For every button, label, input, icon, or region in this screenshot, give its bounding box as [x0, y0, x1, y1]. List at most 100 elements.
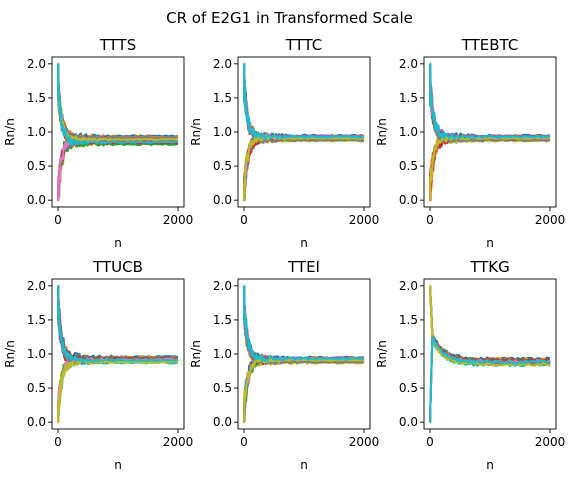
series-line	[57, 284, 179, 361]
y-tick-label: 0.5	[399, 381, 418, 395]
x-axis-label: n	[486, 236, 494, 250]
x-tick-label: 2000	[163, 213, 194, 227]
series-line	[57, 356, 179, 424]
series-line	[243, 284, 365, 366]
x-axis-label: n	[486, 458, 494, 472]
series-line	[57, 62, 179, 143]
x-tick-label: 2000	[535, 213, 566, 227]
series-line	[57, 284, 179, 364]
y-tick-label: 0.0	[399, 415, 418, 429]
series-line	[243, 284, 365, 363]
x-axis-label: n	[300, 458, 308, 472]
series-group	[57, 62, 179, 202]
series-line	[243, 356, 365, 424]
y-axis-label: Rn/n	[375, 340, 389, 368]
series-line	[243, 62, 365, 143]
y-tick-label: 1.5	[213, 313, 232, 327]
series-line	[57, 62, 179, 146]
x-tick-label: 2000	[535, 435, 566, 449]
series-line	[57, 359, 179, 424]
series-line	[429, 62, 551, 142]
series-line	[243, 357, 365, 424]
series-line	[57, 284, 179, 362]
series-line	[429, 62, 551, 140]
series-line	[57, 62, 179, 147]
series-line	[57, 284, 179, 364]
x-axis-label: n	[300, 236, 308, 250]
y-tick-label: 1.0	[399, 347, 418, 361]
x-tick-label: 2000	[349, 435, 380, 449]
series-line	[243, 132, 365, 202]
series-line	[243, 136, 365, 202]
y-tick-label: 1.5	[27, 313, 46, 327]
x-axis-label: n	[114, 458, 122, 472]
series-line	[429, 336, 551, 424]
series-line	[243, 135, 365, 202]
series-line	[243, 284, 365, 361]
subplot-title: TTKG	[469, 258, 510, 276]
series-line	[429, 136, 551, 202]
series-line	[243, 136, 365, 202]
series-line	[429, 135, 551, 202]
subplot-tttc: 0.0 0.5 1.0 1.5 2.0 0 2000 TTTC n Rn/n	[189, 36, 379, 250]
series-line	[243, 62, 365, 142]
series-line	[243, 284, 365, 365]
y-tick-label: 0.5	[27, 381, 46, 395]
series-line	[57, 284, 179, 363]
series-line	[243, 284, 365, 367]
series-line	[429, 62, 551, 141]
x-tick-label: 0	[54, 213, 62, 227]
y-tick-label: 0.0	[27, 415, 46, 429]
series-line	[429, 284, 551, 367]
series-line	[243, 284, 365, 366]
y-tick-label: 0.5	[213, 381, 232, 395]
series-line	[429, 335, 551, 424]
series-line	[57, 140, 179, 202]
series-group	[429, 62, 551, 202]
y-tick-label: 2.0	[213, 279, 232, 293]
series-line	[57, 62, 179, 145]
series-line	[57, 62, 179, 143]
series-line	[243, 62, 365, 141]
series-line	[243, 134, 365, 202]
axes-frame	[51, 278, 185, 430]
y-tick-label: 2.0	[399, 57, 418, 71]
series-line	[429, 62, 551, 141]
series-line	[57, 62, 179, 142]
subplot-title: TTTC	[285, 36, 323, 54]
series-line	[57, 284, 179, 365]
series-line	[57, 284, 179, 360]
x-tick-label: 0	[54, 435, 62, 449]
series-line	[57, 284, 179, 362]
x-tick-label: 2000	[349, 213, 380, 227]
series-line	[429, 135, 551, 202]
series-line	[57, 356, 179, 424]
x-tick-label: 0	[240, 435, 248, 449]
series-line	[243, 133, 365, 202]
series-line	[429, 132, 551, 202]
subplot-title: TTTS	[99, 36, 136, 54]
x-axis-label: n	[114, 236, 122, 250]
series-line	[57, 62, 179, 144]
subplots: 0.0 0.5 1.0 1.5 2.0 0 2000 TTTS n Rn/n 0.0 0.5 1.0 1.…	[3, 36, 565, 472]
y-tick-label: 0.0	[399, 193, 418, 207]
series-line	[243, 284, 365, 362]
y-tick-label: 0.0	[27, 193, 46, 207]
y-tick-label: 1.5	[27, 91, 46, 105]
series-group	[57, 284, 179, 424]
y-axis-label: Rn/n	[189, 340, 203, 368]
y-tick-label: 1.0	[399, 125, 418, 139]
series-line	[429, 135, 551, 202]
series-line	[57, 62, 178, 146]
series-line	[243, 356, 365, 424]
series-line	[243, 358, 365, 424]
series-line	[243, 355, 365, 424]
subplot-ttts: 0.0 0.5 1.0 1.5 2.0 0 2000 TTTS n Rn/n	[3, 36, 193, 250]
y-tick-label: 1.0	[213, 125, 232, 139]
series-line	[243, 62, 365, 141]
series-line	[243, 133, 365, 202]
y-tick-label: 2.0	[213, 57, 232, 71]
series-line	[429, 62, 551, 145]
series-line	[429, 134, 551, 202]
subplot-ttucb: 0.0 0.5 1.0 1.5 2.0 0 2000 TTUCB n Rn/n	[3, 258, 193, 472]
